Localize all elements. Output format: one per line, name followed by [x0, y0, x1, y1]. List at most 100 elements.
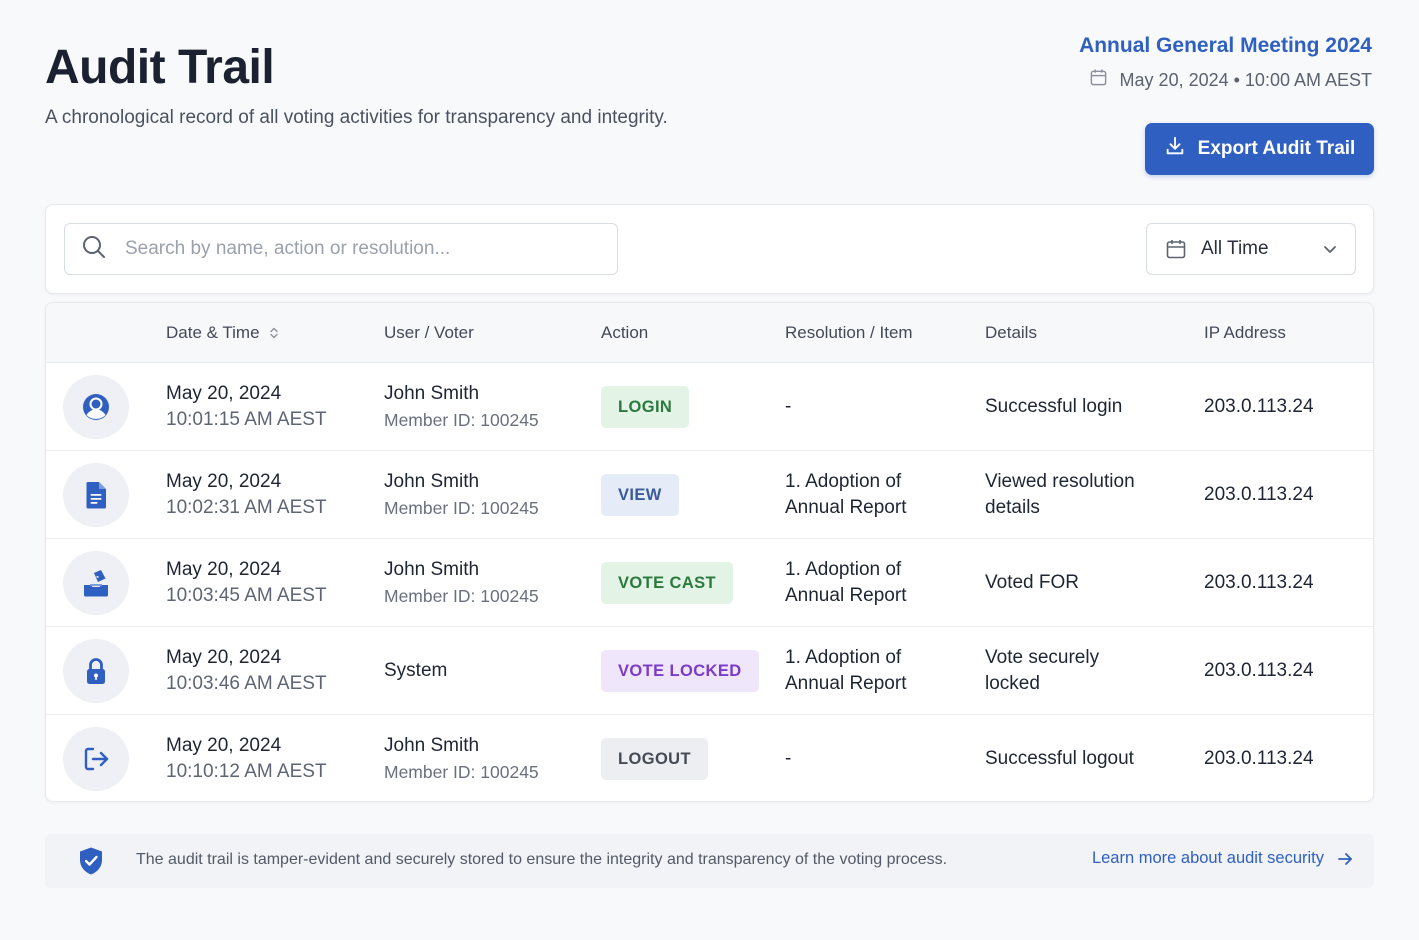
security-notice: The audit trail is tamper-evident and se… [45, 834, 1374, 888]
download-icon [1164, 135, 1186, 163]
row-time: 10:10:12 AM AEST [166, 761, 327, 782]
action-badge: LOGOUT [601, 738, 708, 780]
row-ip: 203.0.113.24 [1204, 572, 1314, 593]
export-audit-trail-button[interactable]: Export Audit Trail [1145, 123, 1374, 175]
action-badge: VIEW [601, 474, 679, 516]
row-time: 10:02:31 AM AEST [166, 497, 327, 518]
meeting-datetime: May 20, 2024 • 10:00 AM AEST [1119, 69, 1372, 90]
shield-check-icon [80, 847, 102, 875]
row-datetime: May 20, 2024 10:03:45 AM AEST [166, 557, 327, 609]
row-user-name: John Smith [384, 471, 480, 492]
row-resolution-line: Annual Report [785, 585, 907, 606]
row-member-id: Member ID: 100245 [384, 498, 539, 518]
sort-icon [269, 327, 278, 339]
row-resolution-line: 1. Adoption of [785, 647, 902, 668]
meeting-info: Annual General Meeting 2024 May 20, 2024… [1079, 34, 1372, 92]
security-notice-text: The audit trail is tamper-evident and se… [136, 851, 948, 868]
row-resolution: - [785, 396, 792, 417]
column-header-user: User / Voter [384, 323, 474, 342]
row-datetime: May 20, 2024 10:02:31 AM AEST [166, 469, 327, 521]
row-date: May 20, 2024 [166, 471, 282, 492]
table-row[interactable]: May 20, 2024 10:03:45 AM AEST John Smith… [46, 539, 1373, 627]
column-header-ip: IP Address [1204, 323, 1286, 342]
filter-bar: All Time [45, 204, 1374, 294]
row-user-name: System [384, 660, 448, 681]
row-details: Viewed resolution details [985, 469, 1135, 521]
row-time: 10:01:15 AM AEST [166, 409, 327, 430]
row-resolution: 1. Adoption of Annual Report [785, 557, 906, 609]
row-user: John Smith Member ID: 100245 [384, 381, 539, 433]
row-date: May 20, 2024 [166, 735, 282, 756]
action-badge: LOGIN [601, 386, 690, 428]
table-row[interactable]: May 20, 2024 10:10:12 AM AEST John Smith… [46, 715, 1373, 801]
column-header-resolution: Resolution / Item [785, 323, 913, 342]
row-ip: 203.0.113.24 [1204, 396, 1314, 417]
row-date: May 20, 2024 [166, 647, 282, 668]
row-user: John Smith Member ID: 100245 [384, 557, 539, 609]
calendar-icon [1089, 68, 1108, 92]
search-box[interactable] [64, 223, 618, 275]
column-header-action: Action [601, 323, 649, 342]
row-time: 10:03:45 AM AEST [166, 585, 327, 606]
page-title: Audit Trail [45, 41, 275, 94]
chevron-down-icon [1324, 246, 1336, 253]
row-datetime: May 20, 2024 10:03:46 AM AEST [166, 645, 327, 697]
row-user-name: John Smith [384, 383, 480, 404]
row-user: John Smith Member ID: 100245 [384, 469, 539, 521]
lock-icon [63, 639, 129, 703]
table-row[interactable]: May 20, 2024 10:02:31 AM AEST John Smith… [46, 451, 1373, 539]
row-resolution-line: Annual Report [785, 673, 907, 694]
column-header-details: Details [985, 323, 1037, 342]
row-ip: 203.0.113.24 [1204, 484, 1314, 505]
row-member-id: Member ID: 100245 [384, 762, 539, 782]
row-resolution-line: 1. Adoption of [785, 471, 902, 492]
user-login-icon [63, 375, 129, 439]
row-ip: 203.0.113.24 [1204, 748, 1314, 769]
export-button-label: Export Audit Trail [1197, 138, 1356, 159]
page-subtitle: A chronological record of all voting act… [45, 107, 668, 128]
row-user: System [384, 658, 447, 684]
time-range-value: All Time [1201, 238, 1269, 259]
row-resolution: - [785, 748, 792, 769]
calendar-icon [1166, 240, 1186, 259]
meeting-name[interactable]: Annual General Meeting 2024 [1079, 34, 1372, 57]
search-icon [81, 234, 107, 265]
row-ip: 203.0.113.24 [1204, 660, 1314, 681]
row-user: John Smith Member ID: 100245 [384, 733, 539, 785]
row-resolution-line: 1. Adoption of [785, 559, 902, 580]
row-resolution-line: Annual Report [785, 497, 907, 518]
row-details-line: Viewed resolution [985, 471, 1135, 492]
table-row[interactable]: May 20, 2024 10:03:46 AM AEST System VOT… [46, 627, 1373, 715]
search-input[interactable] [125, 238, 565, 260]
logout-icon [63, 727, 129, 791]
time-range-select[interactable]: All Time [1146, 223, 1356, 275]
document-icon [63, 463, 129, 527]
row-resolution: 1. Adoption of Annual Report [785, 469, 906, 521]
learn-more-label: Learn more about audit security [1091, 849, 1324, 867]
row-datetime: May 20, 2024 10:01:15 AM AEST [166, 381, 327, 433]
row-details-line: Vote securely [985, 647, 1100, 668]
meeting-datetime-row: May 20, 2024 • 10:00 AM AEST [1079, 68, 1372, 92]
row-time: 10:03:46 AM AEST [166, 673, 327, 694]
row-member-id: Member ID: 100245 [384, 586, 539, 606]
row-details: Successful login [985, 396, 1123, 417]
row-user-name: John Smith [384, 735, 480, 756]
row-user-name: John Smith [384, 559, 480, 580]
row-details: Voted FOR [985, 572, 1079, 593]
table-header: Date & Time User / Voter Action Resoluti… [46, 303, 1373, 363]
action-badge: VOTE CAST [601, 562, 734, 604]
row-details: Successful logout [985, 748, 1134, 769]
table-row[interactable]: May 20, 2024 10:01:15 AM AEST John Smith… [46, 363, 1373, 451]
ballot-box-icon [63, 551, 129, 615]
row-datetime: May 20, 2024 10:10:12 AM AEST [166, 733, 327, 785]
row-date: May 20, 2024 [166, 383, 282, 404]
learn-more-link[interactable]: Learn more about audit security [1092, 849, 1354, 868]
action-badge: VOTE LOCKED [601, 650, 759, 692]
row-details-line: details [985, 497, 1040, 518]
row-date: May 20, 2024 [166, 559, 282, 580]
row-member-id: Member ID: 100245 [384, 410, 539, 430]
column-header-datetime[interactable]: Date & Time [166, 323, 280, 343]
audit-table: Date & Time User / Voter Action Resoluti… [45, 302, 1374, 802]
row-details: Vote securely locked [985, 645, 1099, 697]
